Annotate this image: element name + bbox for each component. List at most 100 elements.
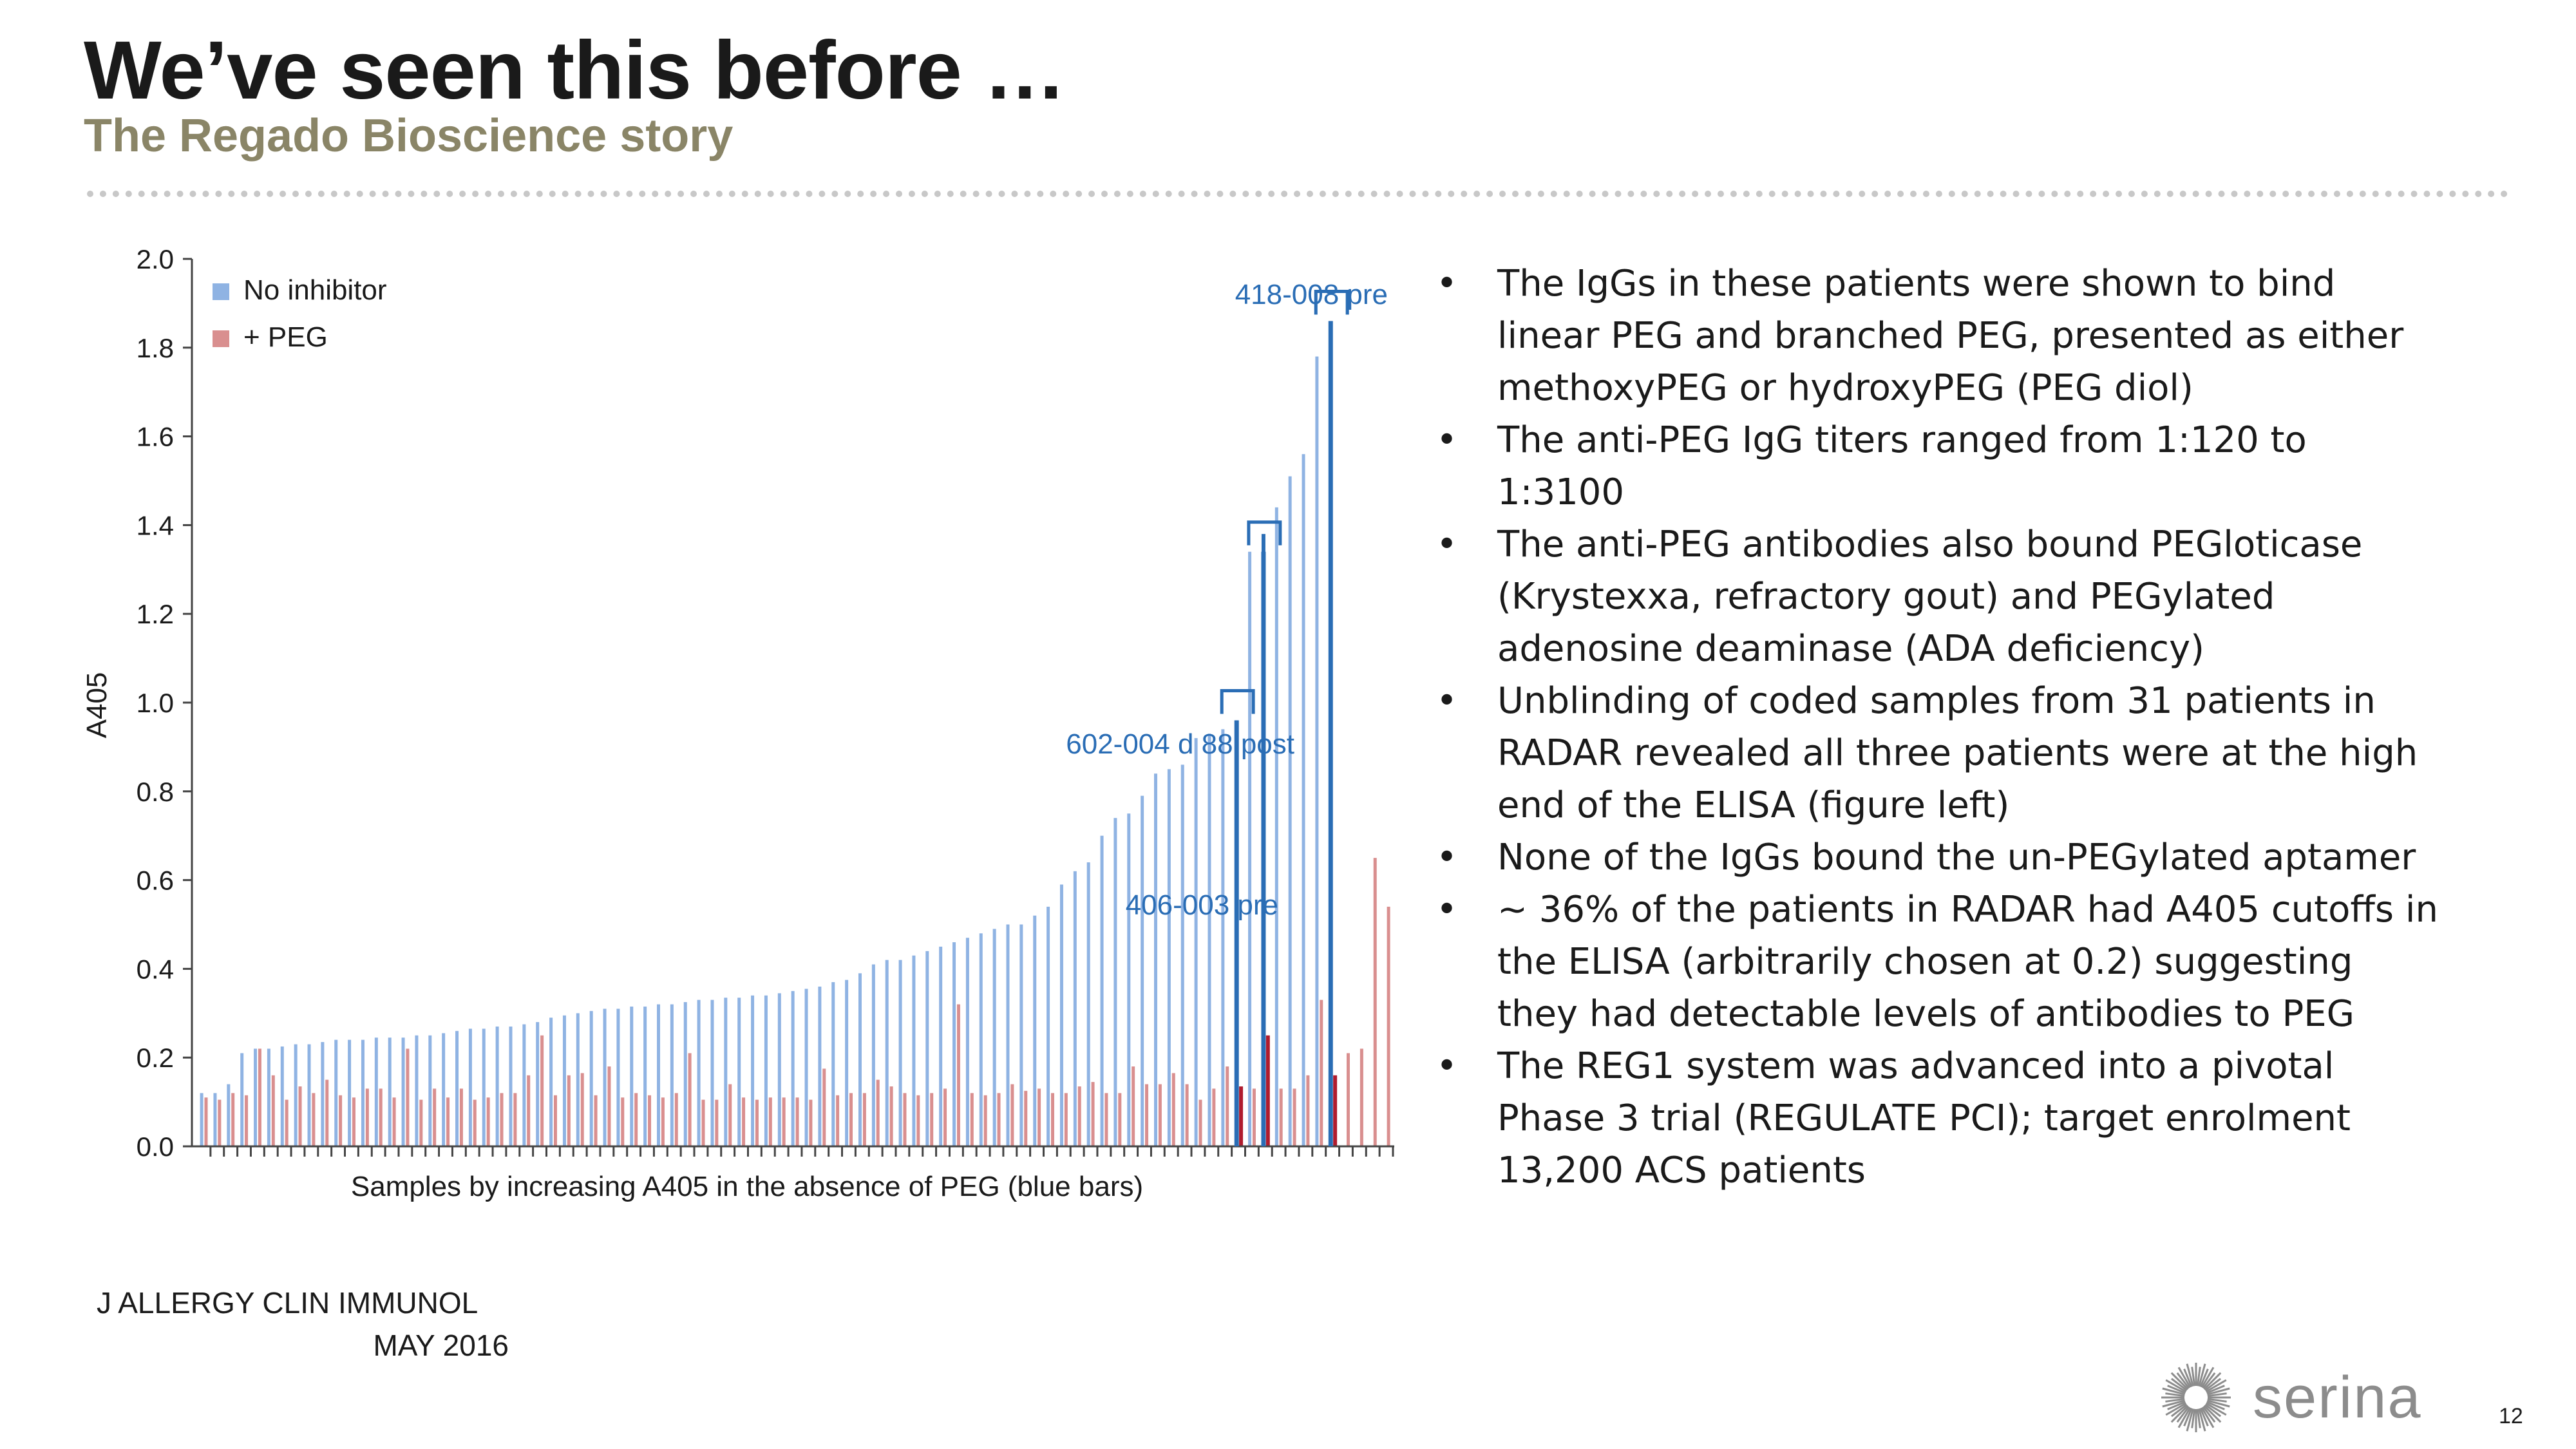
bar-no-inhibitor [885, 960, 889, 1146]
bar-peg [231, 1093, 235, 1146]
bar-peg [1347, 1053, 1350, 1146]
annotation-bracket [1220, 689, 1255, 714]
bullet-item: • The REG1 system was advanced into a piv… [1436, 1040, 2441, 1197]
bullet-item: • Unblinding of coded samples from 31 pat… [1436, 675, 2441, 831]
bar-no-inhibitor [1100, 835, 1104, 1146]
bar-peg [271, 1075, 275, 1146]
bar-peg [822, 1068, 826, 1146]
bar-peg [204, 1097, 208, 1146]
bar-peg [1091, 1082, 1095, 1146]
logo-ray [2165, 1379, 2187, 1393]
legend-label-no-inhibitor: No inhibitor [243, 274, 387, 306]
logo-ray [2207, 1392, 2227, 1397]
logo-ray [2170, 1403, 2188, 1417]
bar-no-inhibitor [1180, 764, 1184, 1146]
bar-no-inhibitor [1221, 729, 1225, 1146]
x-axis-label: Samples by increasing A405 in the absenc… [351, 1171, 1143, 1202]
bar-no-inhibitor [401, 1037, 405, 1146]
bar-peg [1226, 1066, 1229, 1146]
bar-peg [836, 1095, 840, 1146]
logo-ray [2170, 1372, 2189, 1390]
bar-no-inhibitor [939, 946, 943, 1146]
logo-ray [2165, 1402, 2187, 1416]
bar-peg [1359, 1048, 1363, 1146]
sunburst-logo-icon [2161, 1363, 2231, 1432]
bar-no-inhibitor [603, 1009, 607, 1146]
bar-no-inhibitor [1288, 476, 1292, 1146]
bar-peg [339, 1095, 343, 1146]
bar-peg [580, 1073, 584, 1146]
y-tick-label: 1.8 [137, 333, 174, 363]
bar-no-inhibitor [1154, 773, 1158, 1146]
bar-no-inhibitor [1248, 551, 1252, 1146]
bullet-list: • The IgGs in these patients were shown t… [1436, 258, 2441, 1197]
bar-peg [1306, 1075, 1310, 1146]
logo-ray [2204, 1403, 2222, 1417]
bar-no-inhibitor [1302, 454, 1305, 1146]
bar-peg [500, 1093, 504, 1146]
bar-peg [768, 1097, 772, 1146]
bullet-text: The IgGs in these patients were shown to… [1497, 263, 2404, 409]
bar-peg [513, 1093, 517, 1146]
bar-peg [1373, 858, 1377, 1146]
logo-ray [2207, 1397, 2227, 1403]
bar-peg [1158, 1084, 1162, 1146]
logo-ray [2162, 1387, 2185, 1396]
bar-no-inhibitor [1073, 871, 1077, 1146]
bar-no-inhibitor [1033, 915, 1037, 1146]
bar-peg [1077, 1086, 1081, 1146]
bar-no-inhibitor [576, 1013, 580, 1146]
y-tick-label: 1.2 [137, 599, 174, 629]
bar-no-inhibitor [1127, 813, 1131, 1146]
logo-ray [2183, 1408, 2193, 1426]
bar-peg [1104, 1093, 1108, 1146]
bar-no-inhibitor [710, 999, 714, 1146]
bar-peg [715, 1099, 719, 1146]
slide-subtitle: The Regado Bioscience story [84, 110, 734, 162]
bar-peg [325, 1079, 329, 1146]
logo-ray [2202, 1406, 2216, 1423]
bar-peg [527, 1075, 531, 1146]
logo-ray [2201, 1367, 2215, 1388]
bar-peg [1333, 1075, 1338, 1146]
logo-ray [2201, 1406, 2215, 1428]
logo-ray [2191, 1408, 2196, 1428]
logo-text: serina [2253, 1364, 2422, 1430]
bar-no-inhibitor [925, 951, 929, 1146]
bar-no-inhibitor [495, 1026, 499, 1146]
bar-peg [285, 1099, 289, 1146]
bullet-text: The anti-PEG antibodies also bound PEGlo… [1497, 524, 2363, 670]
logo-ray [2170, 1405, 2189, 1423]
bar-peg [1037, 1088, 1041, 1146]
legend-swatch-no-inhibitor [213, 283, 229, 300]
bar-peg [755, 1099, 759, 1146]
page-number: 12 [2499, 1404, 2523, 1428]
bullet-dot-icon: • [1436, 837, 1458, 878]
bar-peg [782, 1097, 786, 1146]
bar-no-inhibitor [1315, 356, 1319, 1146]
bar-no-inhibitor [1046, 906, 1050, 1146]
a405-bar-chart: 0.0 0.2 0.4 0.6 0.8 1.0 1.2 1.4 1.6 1.8 2.0 A405 S… [81, 244, 1394, 1202]
bar-no-inhibitor [1059, 884, 1063, 1146]
y-tick-label: 0.0 [137, 1132, 174, 1162]
bar-no-inhibitor [200, 1093, 204, 1146]
bar-peg [1239, 1086, 1244, 1146]
bar-peg [728, 1084, 732, 1146]
bar-no-inhibitor [240, 1053, 244, 1146]
bar-no-inhibitor [643, 1006, 647, 1146]
logo-ray [2167, 1385, 2186, 1394]
bullet-text: None of the IgGs bound the un-PEGylated … [1497, 837, 2416, 878]
journal-citation: J ALLERGY CLIN IMMUNOL MAY 2016 [97, 1282, 509, 1367]
bar-no-inhibitor [280, 1046, 284, 1146]
bar-no-inhibitor [442, 1033, 446, 1146]
logo-ray [2198, 1363, 2206, 1387]
bar-no-inhibitor [536, 1022, 540, 1146]
bar-peg [312, 1093, 316, 1146]
bar-peg [473, 1099, 477, 1146]
bullet-dot-icon: • [1436, 419, 1458, 461]
bar-peg [742, 1097, 746, 1146]
sample-annotations: 406-003 pre 602-004 d 88 post 418-008 pre [1066, 279, 1388, 1146]
bar-no-inhibitor [683, 1002, 687, 1146]
title-divider [87, 191, 2508, 197]
bullet-text: The REG1 system was advanced into a pivo… [1497, 1045, 2351, 1191]
